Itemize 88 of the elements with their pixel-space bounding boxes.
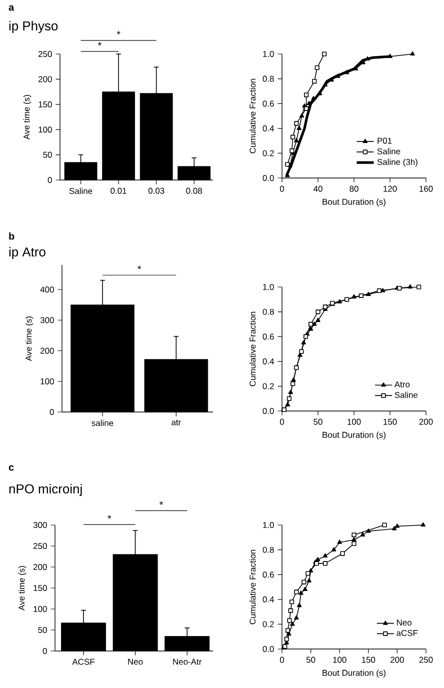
y-tick-label: 1.0 — [263, 284, 274, 290]
x-tick-label: 50 — [314, 418, 322, 425]
y-tick-label: 1.0 — [263, 51, 274, 57]
y-tick-label: 0.4 — [262, 125, 274, 132]
annotation: * — [138, 266, 142, 270]
y-tick-label: 300 — [33, 522, 47, 528]
y-tick-label: 200 — [34, 564, 47, 570]
y-tick-label: 0.8 — [262, 76, 274, 82]
y-tick-label: 150 — [34, 585, 47, 591]
text: * — [116, 30, 120, 34]
chart-title: ip Physo — [9, 20, 58, 34]
x-tick-label: 200 — [390, 656, 404, 663]
x-tick-label: Neo — [128, 658, 143, 665]
y-axis-title: Ave time (s) — [25, 316, 34, 361]
text: b — [9, 232, 14, 240]
y-tick-label: 200 — [40, 348, 54, 354]
legend-label: P01 — [378, 138, 392, 144]
x-tick-label: 80 — [350, 186, 358, 192]
y-tick-label: 400 — [40, 286, 54, 292]
text: * — [159, 501, 163, 505]
y-tick-label: 200 — [38, 76, 52, 82]
x-axis-title: Bout Duration (s) — [322, 198, 386, 206]
text: * — [98, 42, 102, 46]
legend-label: Saline (3h) — [377, 158, 418, 167]
y-tick-label: 300 — [40, 317, 54, 324]
y-tick-label: 0.2 — [262, 383, 274, 390]
x-tick-label: 120 — [384, 186, 397, 192]
y-tick-label: 0.6 — [262, 100, 274, 107]
y-tick-label: 50 — [43, 152, 52, 158]
y-tick-label: 0 — [42, 648, 47, 654]
y-tick-label: 0.8 — [262, 308, 274, 315]
x-tick-label: 40 — [313, 186, 322, 192]
y-tick-label: 0 — [50, 409, 54, 415]
x-tick-label: 0 — [280, 186, 284, 192]
y-tick-label: 250 — [34, 543, 47, 549]
y-tick-label: 0.6 — [262, 334, 274, 340]
x-tick-label: 0 — [280, 418, 284, 425]
y-axis-title: Cumulative Fraction — [249, 312, 256, 386]
x-tick-label: 0.08 — [186, 188, 202, 194]
y-tick-label: 0.4 — [262, 358, 274, 364]
x-axis-title: Bout Duration (s) — [322, 432, 386, 440]
y-tick-label: 250 — [38, 51, 52, 57]
legend-label: Saline — [377, 148, 400, 154]
x-tick-label: 160 — [420, 186, 433, 192]
y-axis-title: Cumulative Fraction — [249, 550, 256, 624]
y-tick-label: 0 — [48, 177, 52, 183]
x-tick-label: 200 — [419, 418, 433, 425]
text: * — [108, 515, 112, 519]
legend-label: Saline — [394, 392, 418, 398]
x-tick-label: 50 — [306, 656, 316, 663]
y-tick-label: 100 — [40, 378, 54, 384]
y-tick-label: 1.0 — [263, 522, 274, 528]
x-tick-label: 150 — [384, 418, 397, 425]
y-tick-label: 0.4 — [262, 596, 274, 602]
y-axis-title: Ave time (s) — [18, 566, 26, 610]
y-tick-label: 0.0 — [262, 175, 274, 181]
text: a — [8, 5, 14, 11]
x-axis-title: Bout Duration (s) — [322, 670, 386, 678]
x-tick-label: saline — [92, 420, 114, 426]
legend-label: aCSF — [396, 630, 418, 636]
x-tick-label: 0.01 — [110, 188, 126, 194]
x-tick-label: 150 — [362, 656, 376, 663]
x-tick-label: atr — [172, 420, 181, 426]
x-tick-label: 100 — [348, 418, 361, 425]
y-axis-title: Ave time (s) — [23, 95, 32, 140]
y-tick-label: 0.2 — [262, 150, 274, 156]
x-tick-label: Neo-Atr — [173, 658, 202, 665]
x-tick-label: ACSF — [72, 658, 94, 665]
x-tick-label: 250 — [419, 656, 433, 663]
y-tick-label: 0.0 — [262, 646, 274, 652]
chart-title: nPO microinj — [9, 484, 82, 496]
y-tick-label: 0.2 — [262, 621, 274, 628]
x-tick-label: 0.03 — [148, 188, 164, 194]
chart-title: ip Atro — [9, 246, 46, 260]
y-tick-label: 150 — [38, 101, 52, 108]
x-tick-label: 100 — [333, 656, 346, 663]
y-tick-label: 100 — [34, 606, 47, 612]
y-tick-label: 0.8 — [262, 546, 274, 553]
legend-label: Atro — [394, 381, 410, 388]
x-tick-label: 0 — [280, 656, 284, 663]
y-tick-label: 0.0 — [262, 408, 274, 414]
y-tick-label: 0.6 — [262, 572, 274, 578]
y-tick-label: 100 — [38, 126, 52, 133]
x-tick-label: Saline — [69, 188, 92, 194]
y-tick-label: 50 — [38, 627, 47, 633]
y-axis-title: Cumulative Fraction — [249, 78, 256, 154]
legend-label: Neo — [396, 620, 412, 626]
text: c — [8, 465, 14, 471]
